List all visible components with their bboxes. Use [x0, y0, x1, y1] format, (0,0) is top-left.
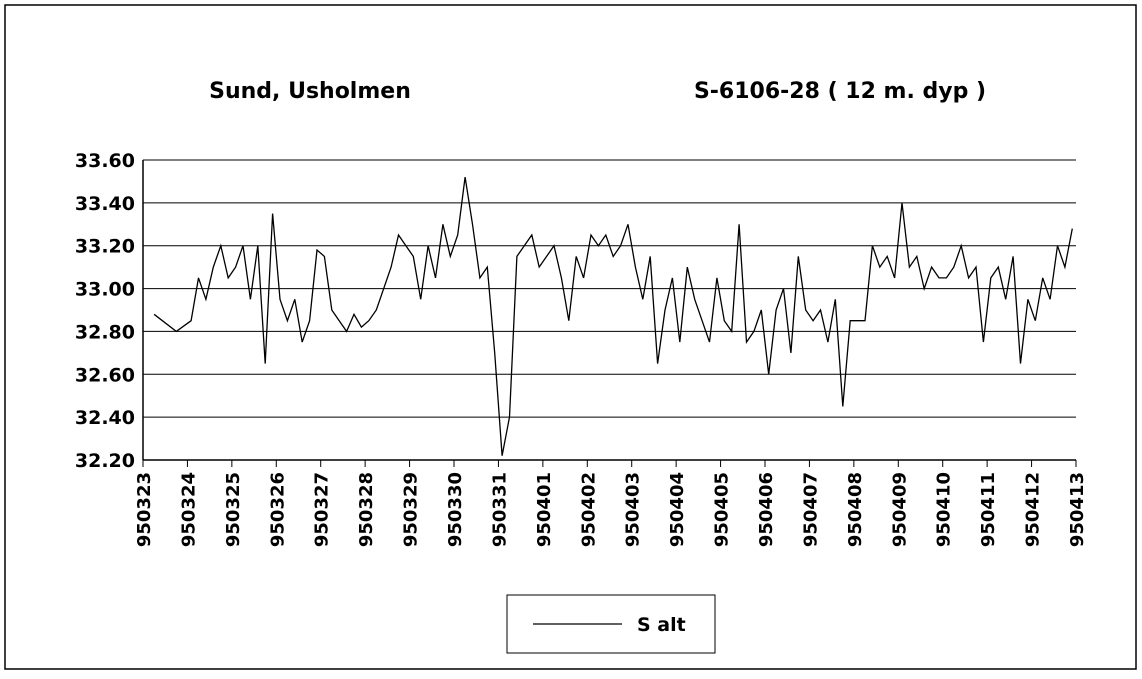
y-tick-label: 32.60 — [75, 364, 135, 386]
x-tick-label: 950326 — [267, 472, 288, 547]
legend-label: S alt — [637, 614, 686, 636]
y-tick-label: 32.20 — [75, 450, 135, 472]
y-tick-label: 33.20 — [75, 236, 135, 258]
x-tick-label: 950404 — [667, 472, 688, 547]
chart-frame — [4, 4, 1137, 670]
x-tick-label: 950325 — [223, 472, 244, 547]
x-tick-label: 950408 — [845, 472, 866, 547]
x-tick-label: 950402 — [578, 472, 599, 547]
x-tick-label: 950405 — [712, 472, 733, 547]
x-tick-label: 950407 — [800, 472, 821, 547]
chart-subtitle: S-6106-28 ( 12 m. dyp ) — [694, 79, 986, 104]
x-tick-label: 950401 — [534, 472, 555, 547]
y-tick-label: 33.40 — [75, 193, 135, 215]
y-tick-label: 33.00 — [75, 279, 135, 301]
x-tick-label: 950331 — [489, 472, 510, 547]
y-tick-label: 32.40 — [75, 407, 135, 429]
x-tick-label: 950330 — [445, 472, 466, 547]
x-tick-label: 950328 — [356, 472, 377, 547]
data-line — [153, 176, 1073, 456]
x-tick-label: 950327 — [312, 472, 333, 547]
x-tick-label: 950411 — [978, 472, 999, 547]
x-tick-label: 950409 — [889, 472, 910, 547]
x-tick-label: 950329 — [401, 472, 422, 547]
x-tick-label: 950403 — [623, 472, 644, 547]
x-tick-label: 950324 — [178, 472, 199, 547]
y-tick-label: 33.60 — [75, 150, 135, 172]
x-tick-label: 950406 — [756, 472, 777, 547]
x-tick-label: 950412 — [1023, 472, 1044, 547]
x-tick-label: 950323 — [134, 472, 155, 547]
x-tick-label: 950410 — [934, 472, 955, 547]
chart-title: Sund, Usholmen — [209, 79, 411, 104]
y-tick-label: 32.80 — [75, 321, 135, 343]
x-tick-label: 950413 — [1067, 472, 1088, 547]
